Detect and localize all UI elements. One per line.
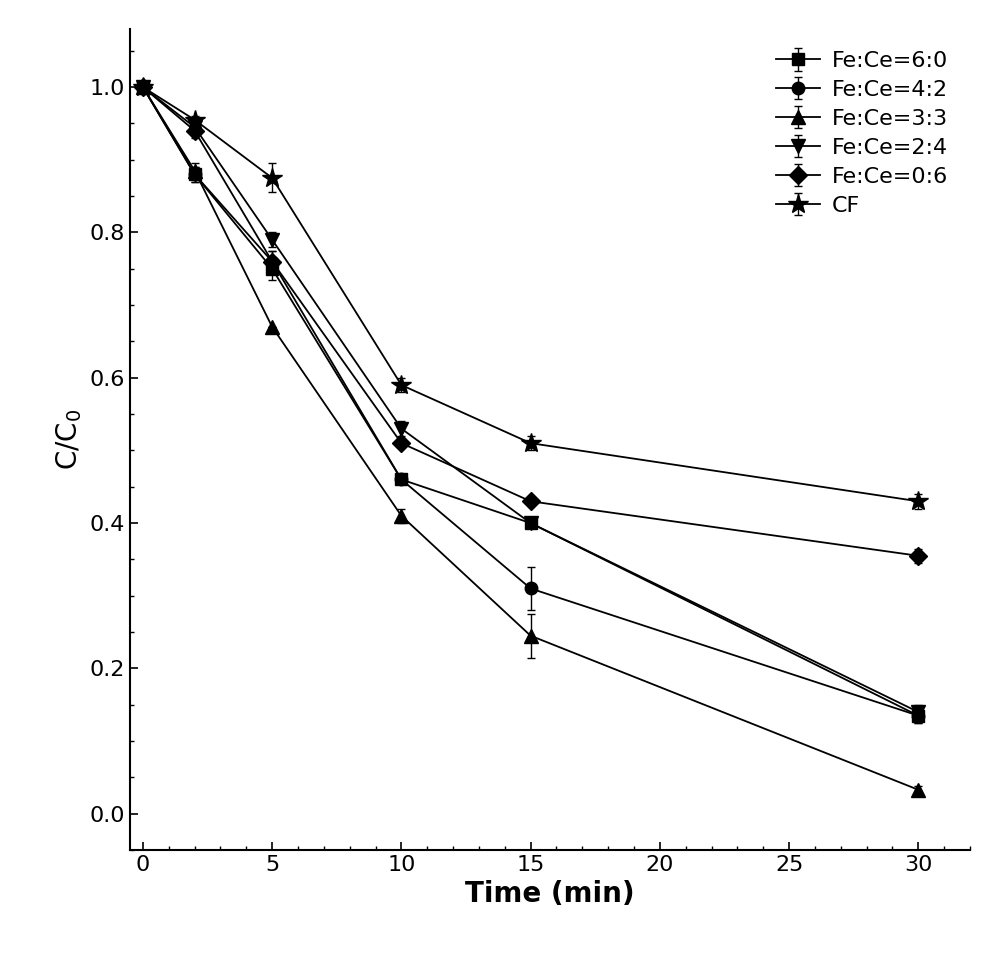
- Y-axis label: C/C$_0$: C/C$_0$: [54, 409, 84, 470]
- X-axis label: Time (min): Time (min): [465, 880, 635, 908]
- Legend: Fe:Ce=6:0, Fe:Ce=4:2, Fe:Ce=3:3, Fe:Ce=2:4, Fe:Ce=0:6, CF: Fe:Ce=6:0, Fe:Ce=4:2, Fe:Ce=3:3, Fe:Ce=2…: [765, 41, 959, 227]
